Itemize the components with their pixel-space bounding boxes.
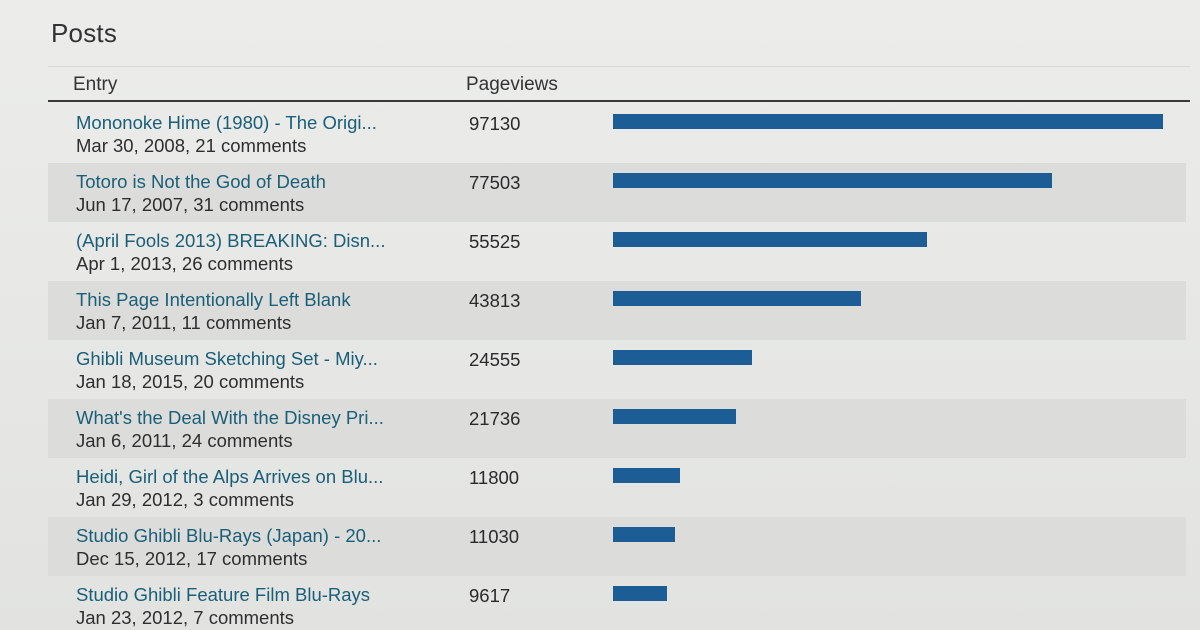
posts-table-body: Mononoke Hime (1980) - The Origi... Mar …	[48, 104, 1186, 630]
post-meta: Jan 18, 2015, 20 comments	[76, 371, 305, 392]
pageviews-value: 55525	[469, 231, 521, 252]
table-row: Studio Ghibli Feature Film Blu-Rays Jan …	[48, 576, 1186, 630]
pageviews-bar	[613, 468, 680, 483]
table-row: This Page Intentionally Left Blank Jan 7…	[48, 281, 1186, 340]
table-row: Heidi, Girl of the Alps Arrives on Blu..…	[48, 458, 1186, 517]
pageviews-value: 97130	[469, 113, 521, 134]
pageviews-value: 24555	[469, 349, 521, 370]
title-divider	[48, 66, 1190, 67]
post-meta: Jan 6, 2011, 24 comments	[76, 430, 293, 451]
post-meta: Jan 23, 2012, 7 comments	[76, 607, 295, 628]
pageviews-value: 11800	[469, 467, 520, 488]
post-title-link[interactable]: Heidi, Girl of the Alps Arrives on Blu..…	[76, 466, 384, 487]
post-meta: Mar 30, 2008, 21 comments	[76, 135, 307, 156]
post-title-link[interactable]: Mononoke Hime (1980) - The Origi...	[76, 112, 377, 133]
page-title: Posts	[51, 18, 118, 48]
table-row: Totoro is Not the God of Death Jun 17, 2…	[48, 163, 1186, 222]
post-title-link[interactable]: (April Fools 2013) BREAKING: Disn...	[76, 230, 386, 251]
post-meta: Dec 15, 2012, 17 comments	[76, 548, 308, 569]
post-title-link[interactable]: Studio Ghibli Blu-Rays (Japan) - 20...	[76, 525, 382, 546]
column-header-entry: Entry	[73, 74, 118, 95]
pageviews-bar	[613, 409, 736, 424]
table-row: What's the Deal With the Disney Pri... J…	[48, 399, 1186, 458]
post-title-link[interactable]: Studio Ghibli Feature Film Blu-Rays	[76, 584, 371, 605]
pageviews-bar	[613, 527, 675, 542]
pageviews-bar	[613, 114, 1163, 129]
pageviews-value: 11030	[469, 526, 520, 547]
post-meta: Apr 1, 2013, 26 comments	[76, 253, 293, 274]
post-meta: Jan 29, 2012, 3 comments	[76, 489, 295, 510]
post-title-link[interactable]: What's the Deal With the Disney Pri...	[76, 407, 384, 428]
pageviews-value: 21736	[469, 408, 521, 429]
pageviews-bar	[613, 350, 752, 365]
pageviews-value: 77503	[469, 172, 521, 193]
post-title-link[interactable]: Ghibli Museum Sketching Set - Miy...	[76, 348, 378, 369]
header-divider	[48, 100, 1190, 102]
column-header-pageviews: Pageviews	[466, 74, 558, 95]
pageviews-bar	[613, 232, 927, 247]
post-title-link[interactable]: This Page Intentionally Left Blank	[76, 289, 351, 310]
post-meta: Jun 17, 2007, 31 comments	[76, 194, 305, 215]
table-row: Studio Ghibli Blu-Rays (Japan) - 20... D…	[48, 517, 1186, 576]
pageviews-value: 43813	[469, 290, 521, 311]
table-row: Mononoke Hime (1980) - The Origi... Mar …	[48, 104, 1186, 163]
table-row: (April Fools 2013) BREAKING: Disn... Apr…	[48, 222, 1186, 281]
post-title-link[interactable]: Totoro is Not the God of Death	[76, 171, 326, 192]
post-meta: Jan 7, 2011, 11 comments	[76, 312, 292, 333]
table-row: Ghibli Museum Sketching Set - Miy... Jan…	[48, 340, 1186, 399]
pageviews-bar	[613, 173, 1052, 188]
pageviews-value: 9617	[469, 585, 511, 606]
pageviews-bar	[613, 586, 667, 601]
pageviews-bar	[613, 291, 861, 306]
